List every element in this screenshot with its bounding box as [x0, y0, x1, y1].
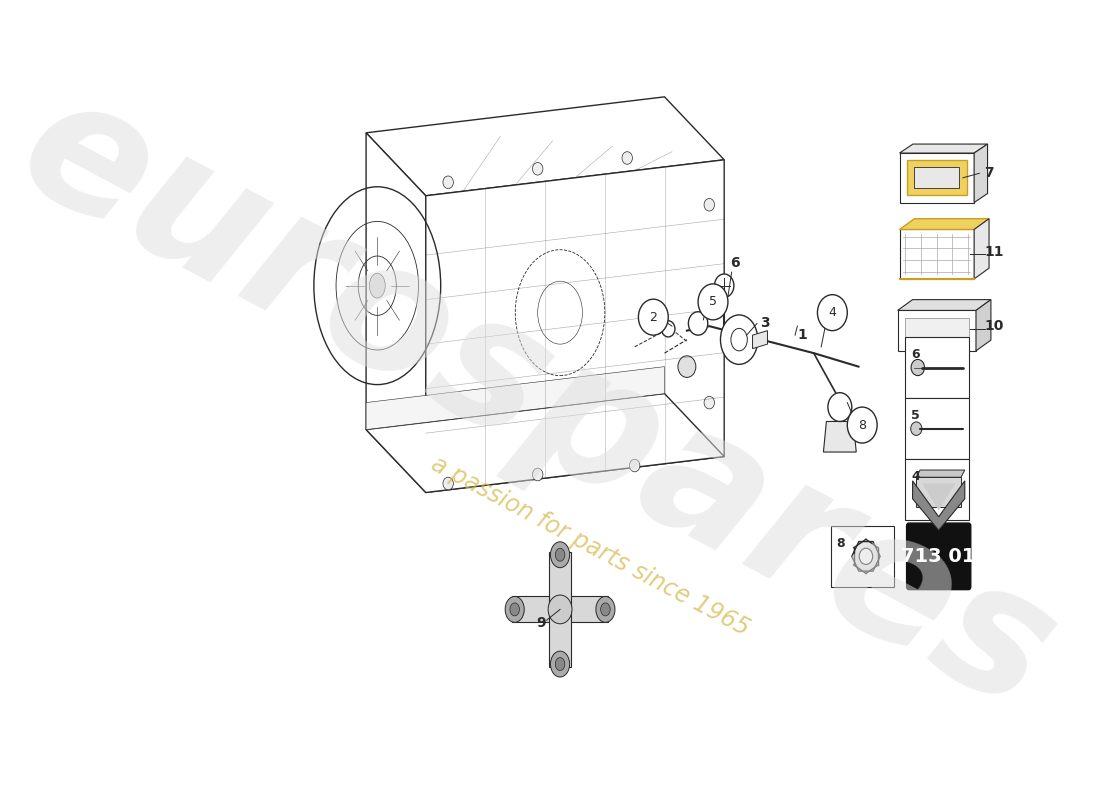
Text: 1: 1 [798, 328, 807, 342]
Ellipse shape [505, 597, 525, 622]
Polygon shape [913, 481, 965, 530]
Polygon shape [898, 310, 976, 351]
Circle shape [638, 299, 668, 335]
Text: 4: 4 [828, 306, 836, 319]
Ellipse shape [601, 603, 610, 616]
Polygon shape [916, 478, 961, 507]
Text: 6: 6 [911, 348, 920, 361]
Text: 7: 7 [984, 166, 994, 180]
Circle shape [828, 393, 851, 422]
Circle shape [532, 468, 543, 481]
Text: a passion for parts since 1965: a passion for parts since 1965 [427, 452, 754, 641]
Polygon shape [900, 218, 989, 230]
Ellipse shape [556, 548, 564, 562]
Polygon shape [513, 597, 608, 622]
Polygon shape [366, 97, 724, 196]
Polygon shape [922, 483, 955, 510]
Polygon shape [898, 300, 991, 310]
Polygon shape [975, 218, 989, 279]
Circle shape [847, 407, 877, 443]
Text: 5: 5 [911, 409, 920, 422]
Polygon shape [900, 153, 975, 202]
Circle shape [443, 478, 453, 490]
Polygon shape [366, 366, 664, 430]
Circle shape [911, 359, 924, 376]
Circle shape [689, 312, 707, 335]
FancyBboxPatch shape [905, 398, 968, 459]
Circle shape [678, 356, 696, 378]
Ellipse shape [556, 658, 564, 670]
Ellipse shape [720, 315, 758, 364]
Circle shape [443, 176, 453, 189]
Text: eurospares: eurospares [0, 57, 1082, 748]
Polygon shape [908, 160, 967, 195]
Circle shape [715, 274, 734, 298]
Text: 8: 8 [858, 418, 866, 431]
Polygon shape [914, 167, 959, 188]
Circle shape [704, 198, 715, 211]
Polygon shape [900, 144, 988, 153]
Ellipse shape [550, 651, 570, 677]
Polygon shape [905, 318, 968, 344]
Polygon shape [824, 422, 856, 452]
FancyBboxPatch shape [905, 337, 968, 398]
Circle shape [629, 459, 640, 472]
Circle shape [698, 284, 728, 320]
Text: 713 01: 713 01 [902, 547, 976, 566]
Text: 6: 6 [730, 256, 740, 270]
Text: 8: 8 [836, 537, 845, 550]
Circle shape [704, 396, 715, 409]
Ellipse shape [370, 274, 385, 298]
Text: 9: 9 [537, 616, 547, 630]
Circle shape [704, 288, 715, 301]
Polygon shape [752, 330, 768, 349]
Text: 4: 4 [911, 470, 920, 483]
Circle shape [661, 321, 675, 337]
Circle shape [859, 548, 872, 565]
Ellipse shape [596, 597, 615, 622]
Text: 10: 10 [984, 319, 1004, 333]
Polygon shape [900, 230, 975, 279]
Ellipse shape [510, 603, 519, 616]
Polygon shape [426, 160, 724, 493]
Polygon shape [975, 144, 988, 202]
Text: 11: 11 [984, 245, 1004, 258]
Circle shape [548, 595, 572, 624]
Circle shape [621, 152, 632, 164]
FancyBboxPatch shape [905, 459, 968, 520]
Text: 2: 2 [649, 310, 658, 324]
Polygon shape [366, 133, 426, 493]
FancyBboxPatch shape [906, 523, 971, 590]
Polygon shape [976, 300, 991, 351]
Polygon shape [916, 470, 965, 478]
Circle shape [911, 422, 922, 435]
Polygon shape [366, 394, 724, 493]
Circle shape [817, 294, 847, 330]
FancyBboxPatch shape [830, 526, 894, 587]
Ellipse shape [550, 542, 570, 568]
Text: 3: 3 [760, 317, 770, 330]
Polygon shape [549, 552, 571, 667]
Text: 5: 5 [710, 295, 717, 308]
Circle shape [532, 162, 543, 175]
